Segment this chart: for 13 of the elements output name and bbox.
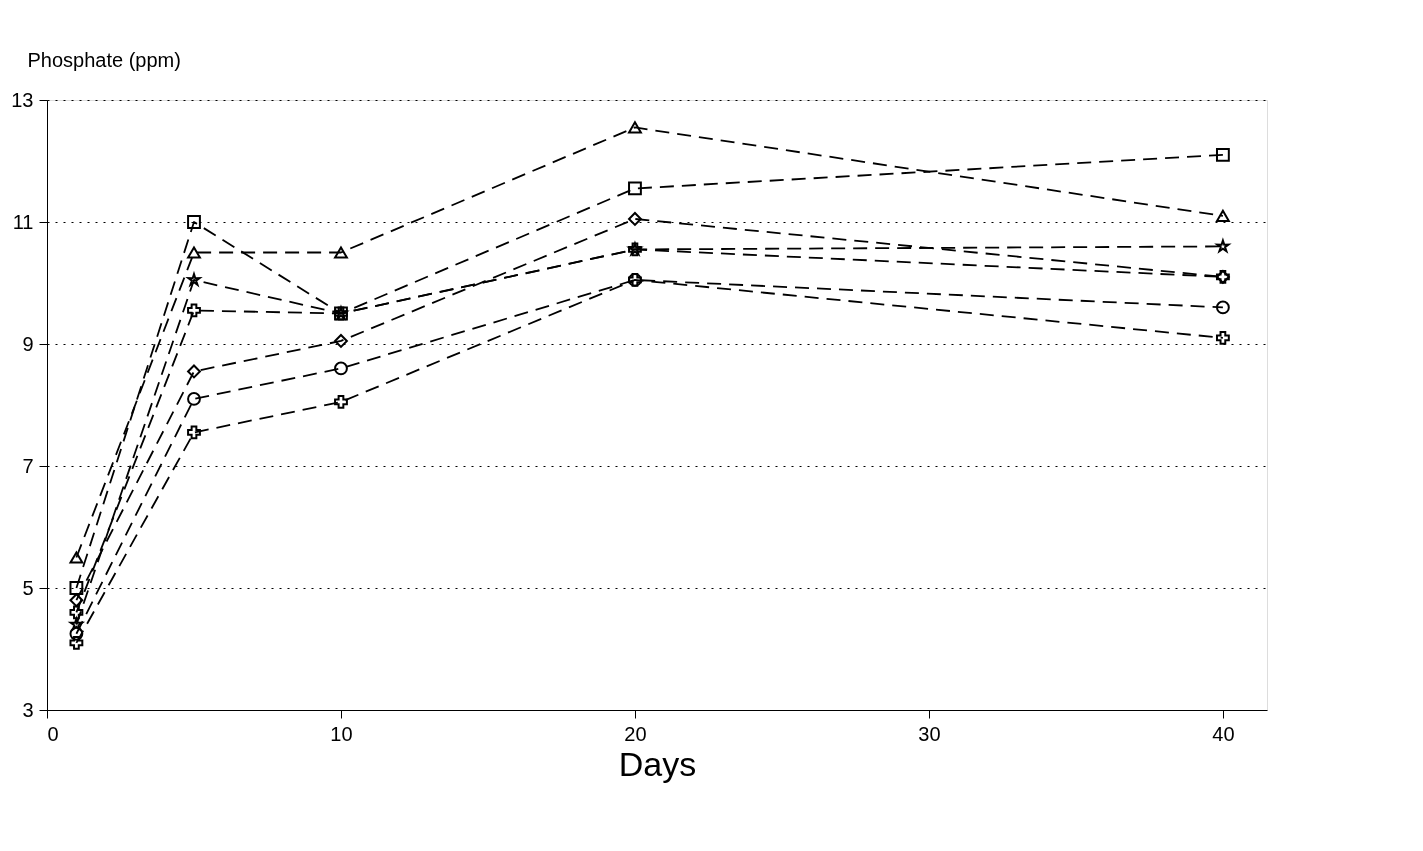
x-tick-label: 40	[1212, 722, 1235, 745]
x-axis-title: Days	[618, 744, 697, 783]
x-tick-label: 30	[918, 722, 941, 745]
y-axis-title: Phosphate (ppm)	[27, 48, 181, 71]
x-tick-label: 10	[330, 722, 353, 745]
y-tick-label: 11	[12, 210, 34, 233]
x-tick-label: 20	[624, 722, 647, 745]
y-tick-label: 3	[22, 698, 34, 721]
y-tick-label: 13	[11, 88, 34, 111]
x-tick-label: 0	[47, 722, 59, 745]
y-tick-label: 5	[22, 576, 34, 599]
y-tick-label: 7	[22, 454, 34, 477]
y-tick-label: 9	[22, 332, 34, 355]
